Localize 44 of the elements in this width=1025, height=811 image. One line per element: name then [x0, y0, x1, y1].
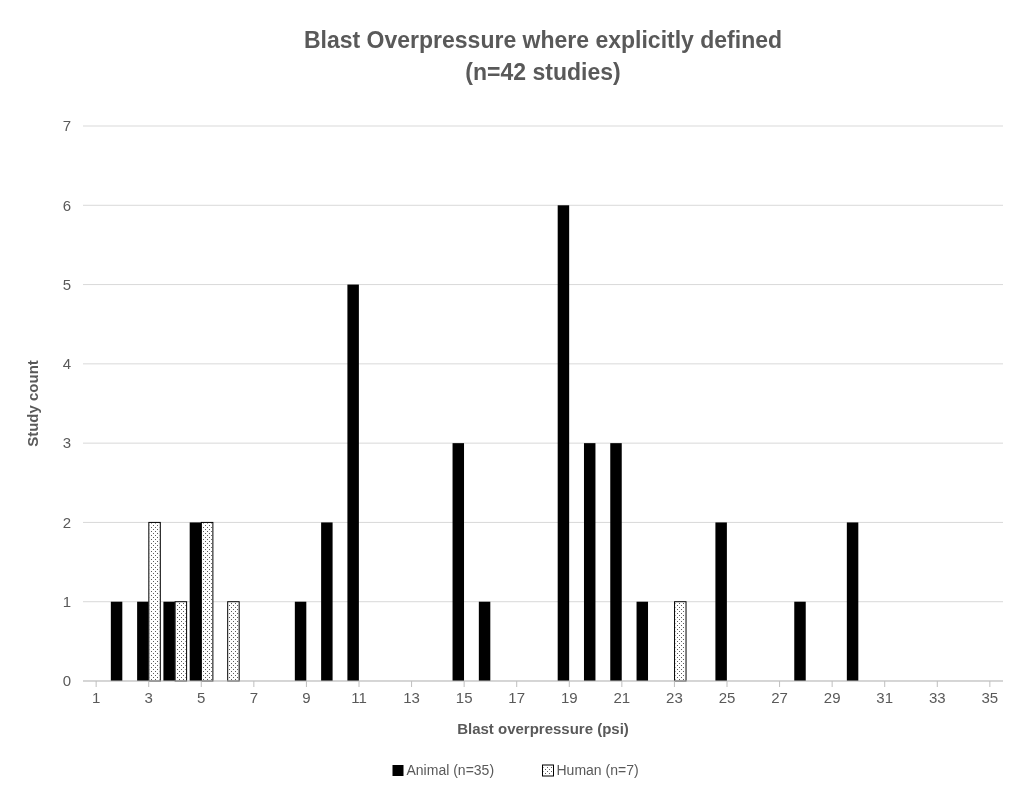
x-tick-label: 25 — [718, 689, 736, 706]
x-axis-title: Blast overpressure (psi) — [457, 720, 629, 737]
bar — [557, 205, 570, 681]
x-tick-label: 5 — [197, 689, 206, 706]
bar — [610, 443, 622, 681]
x-tick-label: 31 — [876, 689, 894, 706]
y-tick-label: 4 — [62, 355, 71, 373]
y-tick-label: 6 — [62, 196, 71, 214]
x-tick-label: 15 — [455, 689, 473, 706]
y-tick-label: 0 — [62, 672, 71, 690]
x-tick-label: 19 — [560, 689, 578, 706]
x-tick-label: 7 — [249, 689, 259, 706]
x-tick-label: 1 — [91, 689, 101, 706]
x-tick-label: 33 — [928, 689, 946, 706]
bar — [294, 601, 307, 681]
bar — [110, 601, 123, 681]
bar — [452, 443, 465, 681]
bar — [478, 601, 491, 681]
x-tick-label: 3 — [144, 689, 153, 706]
x-tick-label: 35 — [981, 689, 999, 706]
x-tick-label: 27 — [771, 689, 788, 706]
bar — [347, 284, 359, 681]
legend-label: Animal (n=35) — [406, 762, 495, 778]
y-tick-label: 2 — [62, 513, 71, 531]
y-axis-title: Study count — [24, 360, 41, 447]
x-tick-label: 17 — [508, 689, 526, 706]
bar — [846, 522, 859, 681]
y-tick-label: 7 — [62, 117, 71, 135]
y-tick-label: 1 — [62, 592, 71, 610]
bar — [794, 601, 806, 681]
y-tick-label: 5 — [62, 275, 71, 293]
x-tick-label: 29 — [823, 689, 841, 706]
x-tick-label: 11 — [351, 689, 367, 706]
x-tick-label: 21 — [613, 689, 631, 706]
x-tick-label: 9 — [302, 689, 311, 706]
bar — [636, 601, 649, 681]
bar — [583, 443, 596, 681]
legend-label: Human (n=7) — [556, 762, 639, 778]
x-tick-label: 23 — [666, 689, 683, 706]
y-tick-label: 3 — [62, 434, 71, 452]
bar — [715, 522, 727, 681]
bar — [321, 522, 333, 681]
x-tick-label: 13 — [403, 689, 420, 706]
chart-title: Blast Overpressure where explicitly defined (n=42 studies) — [303, 27, 783, 85]
